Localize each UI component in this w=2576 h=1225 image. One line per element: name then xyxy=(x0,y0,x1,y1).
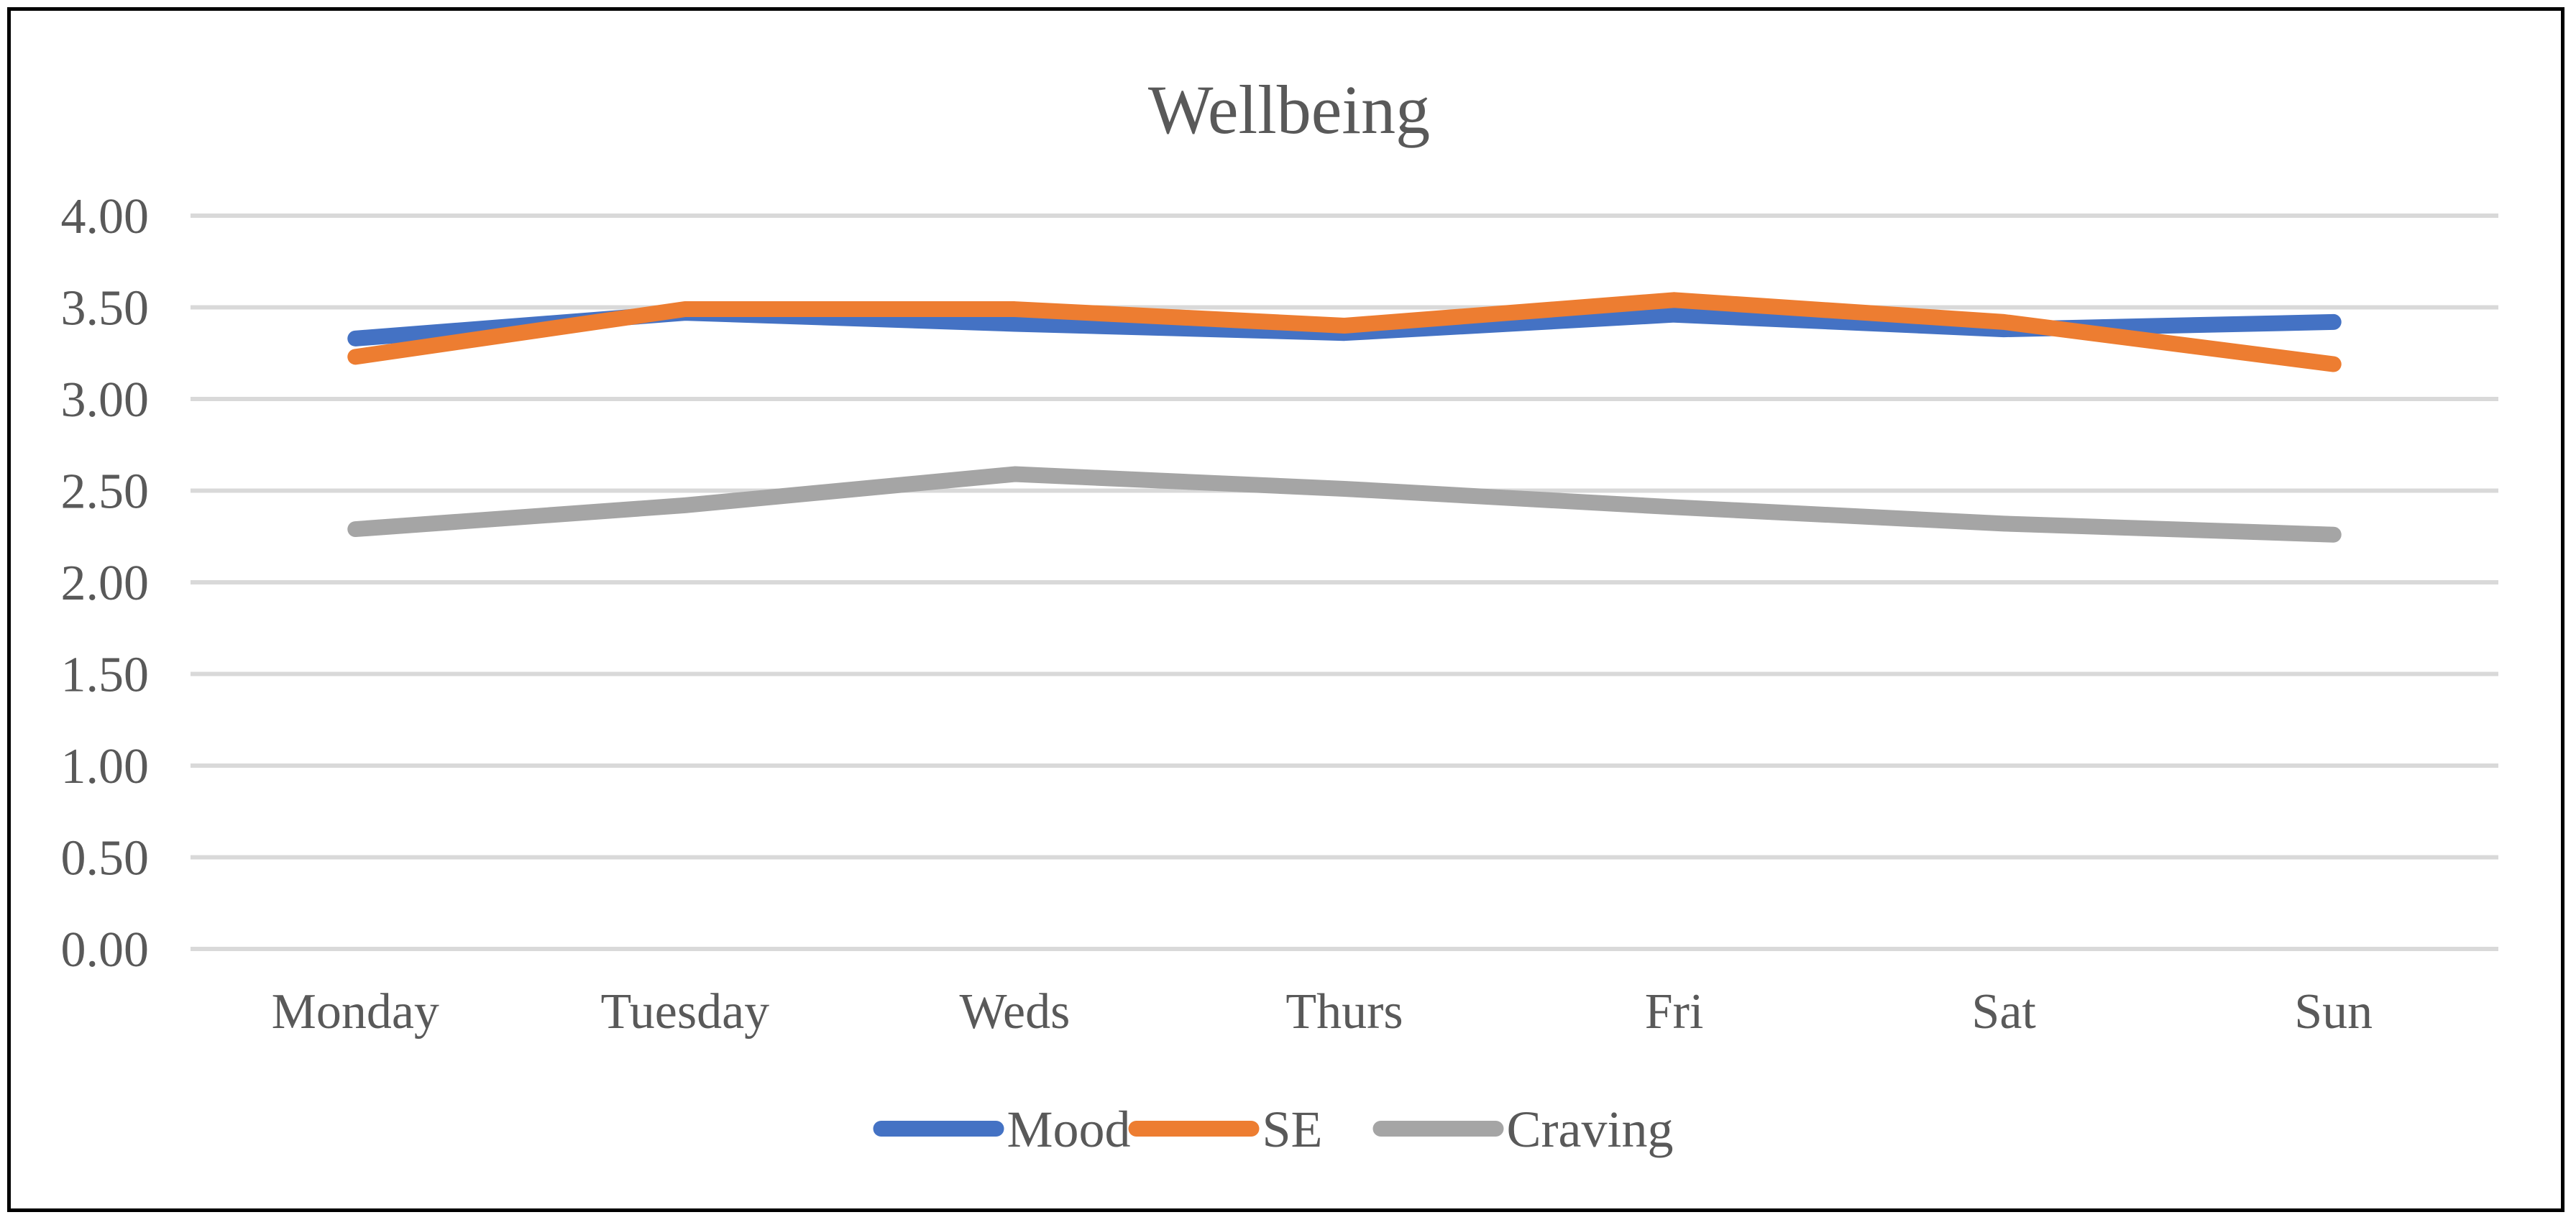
x-axis-ticks: Monday Tuesday Weds Thurs Fri Sat Sun xyxy=(272,984,2373,1040)
legend-label: Mood xyxy=(1007,1101,1131,1158)
y-tick-label: 0.00 xyxy=(61,922,150,978)
line-chart: Wellbeing 0.00 0.50 1.00 1.50 2.00 2.50 3.00 3.… xyxy=(61,71,2498,1158)
x-tick-label: Thurs xyxy=(1285,984,1403,1040)
y-tick-label: 3.00 xyxy=(61,372,150,428)
legend: Mood SE Craving xyxy=(873,1101,1674,1158)
y-tick-label: 4.00 xyxy=(61,189,150,244)
y-tick-label: 1.00 xyxy=(61,739,150,794)
x-tick-label: Sat xyxy=(1971,984,2036,1040)
chart-title: Wellbeing xyxy=(1148,71,1430,148)
y-tick-label: 3.50 xyxy=(61,281,150,336)
series-lines xyxy=(347,292,2342,543)
y-tick-label: 0.50 xyxy=(61,831,150,886)
x-tick-label: Weds xyxy=(960,984,1071,1040)
series-line-craving xyxy=(347,466,2342,543)
y-axis-ticks: 0.00 0.50 1.00 1.50 2.00 2.50 3.00 3.50 4.00 xyxy=(61,189,150,978)
legend-item-se: SE xyxy=(1128,1101,1323,1158)
x-tick-label: Fri xyxy=(1645,984,1704,1040)
x-tick-label: Tuesday xyxy=(601,984,770,1040)
y-tick-label: 1.50 xyxy=(61,648,150,703)
y-tick-label: 2.50 xyxy=(61,464,150,520)
legend-item-craving: Craving xyxy=(1372,1101,1674,1158)
y-tick-label: 2.00 xyxy=(61,556,150,611)
legend-label: SE xyxy=(1262,1101,1323,1158)
chart-frame: Wellbeing 0.00 0.50 1.00 1.50 2.00 2.50 3.00 3.… xyxy=(7,7,2564,1212)
legend-item-mood: Mood xyxy=(873,1101,1131,1158)
series-line-se xyxy=(347,292,2342,372)
x-tick-label: Monday xyxy=(272,984,439,1040)
x-tick-label: Sun xyxy=(2294,984,2373,1040)
legend-label: Craving xyxy=(1507,1101,1674,1158)
